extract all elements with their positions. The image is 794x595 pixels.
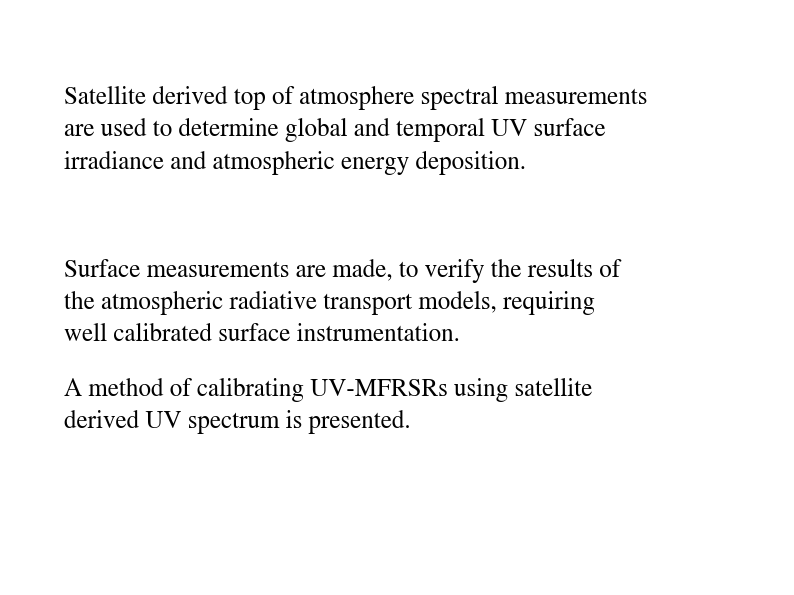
Text: Surface measurements are made, to verify the results of
the atmospheric radiativ: Surface measurements are made, to verify… — [64, 259, 619, 347]
Text: Satellite derived top of atmosphere spectral measurements
are used to determine : Satellite derived top of atmosphere spec… — [64, 86, 647, 174]
Text: A method of calibrating UV-MFRSRs using satellite
derived UV spectrum is present: A method of calibrating UV-MFRSRs using … — [64, 378, 592, 434]
